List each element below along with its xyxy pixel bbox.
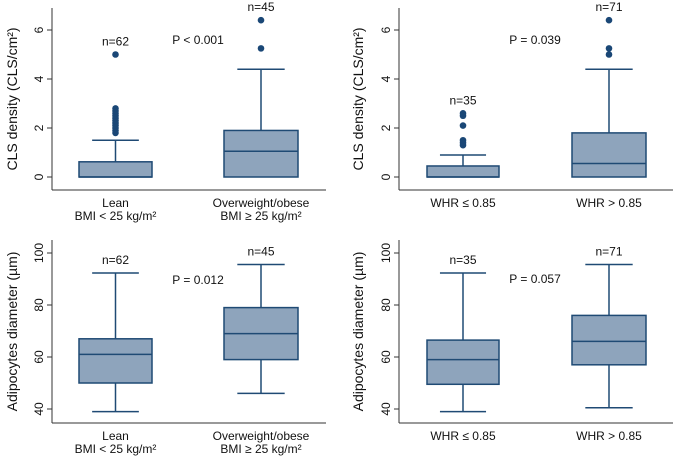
n-label: n=35 (449, 93, 476, 107)
y-axis-title: Adipocytes diameter (µm) (350, 252, 366, 412)
panel-4: 40 60 80 100 Adipocytes diameter (µm) n=35 WHR… (350, 240, 673, 443)
outlier-point (257, 16, 265, 24)
category-label: WHR ≤ 0.85 (430, 429, 496, 443)
category-sublabel: BMI ≥ 25 kg/m² (220, 442, 301, 456)
outlier-point (459, 136, 467, 144)
iqr-box (426, 165, 500, 178)
y-tick-label: 6 (32, 26, 46, 33)
box-1: n=35 WHR ≤ 0.85 (426, 93, 500, 210)
outlier-point (112, 51, 119, 58)
y-tick-label: 6 (379, 26, 393, 33)
p-value-label: P < 0.001 (172, 33, 224, 47)
category-label: WHR ≤ 0.85 (430, 196, 496, 210)
n-label: n=71 (595, 0, 622, 14)
y-tick-label: 80 (379, 298, 393, 312)
n-label: n=62 (102, 253, 129, 267)
outlier-point (459, 122, 467, 129)
n-label: n=71 (595, 244, 622, 258)
n-label: n=35 (449, 253, 476, 267)
outlier-point (257, 45, 265, 52)
outlier-point (112, 105, 119, 112)
outlier-point (605, 45, 613, 52)
y-tick-label: 100 (379, 243, 393, 263)
box-1: n=35 WHR ≤ 0.85 (426, 253, 500, 443)
iqr-box (426, 339, 500, 386)
outlier-point (605, 16, 613, 24)
y-axis-title: CLS density (CLS/cm²) (350, 27, 366, 170)
p-value-label: P = 0.039 (509, 33, 561, 47)
n-label: n=45 (247, 244, 274, 258)
category-sublabel: BMI ≥ 25 kg/m² (220, 209, 301, 223)
iqr-box (571, 314, 647, 366)
box-2: n=71 WHR > 0.85 (571, 0, 647, 210)
y-tick-label: 40 (379, 402, 393, 416)
n-label: n=45 (247, 0, 274, 14)
n-label: n=62 (102, 35, 129, 49)
category-sublabel: BMI < 25 kg/m² (75, 209, 157, 223)
category-label: WHR > 0.85 (576, 196, 642, 210)
iqr-box (571, 132, 647, 178)
outlier-point (459, 110, 467, 117)
category-label: Lean (102, 196, 129, 210)
category-label: Overweight/obese (213, 429, 310, 443)
box-2: n=71 WHR > 0.85 (571, 244, 647, 443)
y-tick-label: 0 (32, 173, 46, 180)
y-tick-label: 40 (32, 402, 46, 416)
y-axis-title: CLS density (CLS/cm²) (4, 27, 20, 170)
y-tick-label: 4 (32, 75, 46, 82)
y-tick-label: 60 (32, 350, 46, 364)
category-label: Overweight/obese (213, 196, 310, 210)
iqr-box (223, 129, 299, 178)
category-sublabel: BMI < 25 kg/m² (75, 442, 157, 456)
y-tick-label: 4 (379, 75, 393, 82)
y-tick-label: 0 (379, 173, 393, 180)
p-value-label: P = 0.057 (509, 272, 561, 286)
category-label: WHR > 0.85 (576, 429, 642, 443)
y-tick-label: 100 (32, 243, 46, 263)
p-value-label: P = 0.012 (172, 273, 224, 287)
y-axis-title: Adipocytes diameter (µm) (4, 252, 20, 412)
panel-3: 40 60 80 100 Adipocytes diameter (µm) n=62 Lea… (4, 240, 326, 456)
y-tick-label: 2 (379, 124, 393, 131)
iqr-box (78, 161, 153, 178)
y-tick-label: 80 (32, 298, 46, 312)
outlier-point (605, 51, 613, 58)
iqr-box (78, 338, 153, 384)
category-label: Lean (102, 429, 129, 443)
y-tick-label: 60 (379, 350, 393, 364)
y-tick-label: 2 (32, 124, 46, 131)
